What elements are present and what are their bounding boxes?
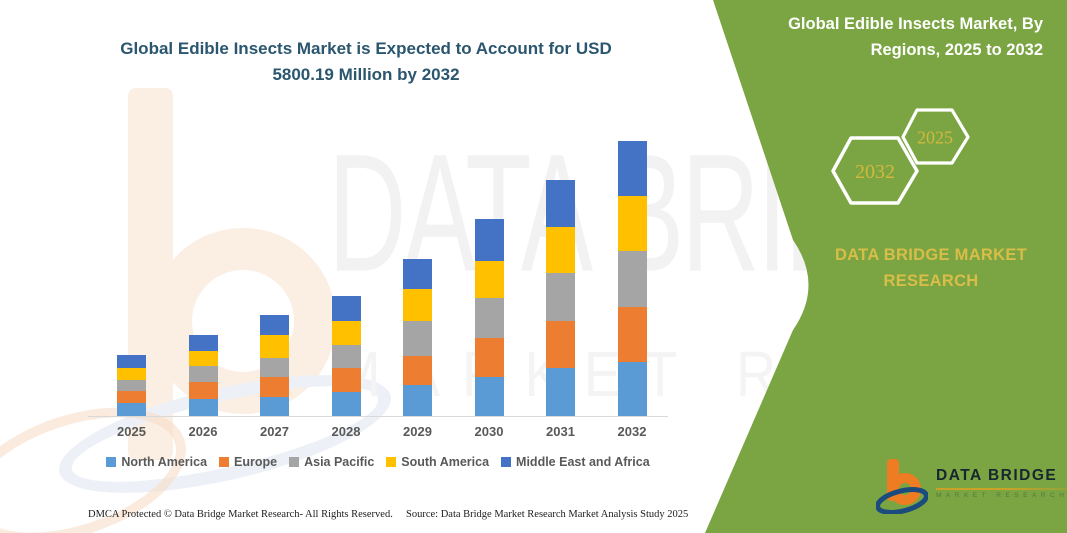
legend-label-south-america: South America [401,455,490,469]
legend-item-europe: Europe [219,455,277,469]
x-axis-label-2030: 2030 [474,424,504,439]
bar-segment-europe [331,368,361,393]
footer-dmca-text: DMCA Protected © Data Bridge Market Rese… [88,509,393,520]
legend-label-asia-pacific: Asia Pacific [304,455,375,469]
bar-segment-europe [403,355,432,385]
chart-title-line2: 5800.19 Million by 2032 [272,64,460,84]
bar-segment-north-america [331,392,361,416]
chart-title-line1: Global Edible Insects Market is Expected… [120,39,612,58]
x-axis-label-2027: 2027 [260,424,289,439]
x-axis-label-2029: 2029 [403,424,432,439]
x-axis-label-2026: 2026 [188,424,218,439]
bar-segment-europe [617,307,647,362]
bar-2032 [617,141,647,416]
bar-segment-middle-east-and-africa [403,259,432,289]
bar-segment-middle-east-and-africa [474,218,504,261]
bar-segment-north-america [617,362,647,416]
x-axis-label-2028: 2028 [331,424,361,439]
legend-swatch-asia-pacific [289,457,300,467]
bar-2030 [474,218,504,416]
bar-segment-south-america [188,351,218,366]
legend-item-asia-pacific: Asia Pacific [289,455,374,469]
bar-segment-europe [546,321,575,369]
x-axis-label-2031: 2031 [546,424,575,439]
bar-segment-middle-east-and-africa [546,180,575,228]
bar-segment-asia-pacific [474,297,504,338]
legend-swatch-europe [219,457,230,467]
legend-swatch-middle-east-and-africa [501,457,512,467]
bar-segment-north-america [546,368,575,416]
legend-label-middle-east-and-africa: Middle East and Africa [516,455,650,469]
legend-swatch-south-america [386,457,397,467]
bar-segment-south-america [474,260,504,298]
bar-2028 [331,296,361,416]
bar-segment-europe [474,337,504,377]
bar-segment-middle-east-and-africa [331,296,361,322]
bar-segment-south-america [546,227,575,274]
bar-segment-south-america [617,196,647,252]
legend-item-middle-east-and-africa: Middle East and Africa [501,455,650,469]
x-axis-label-2032: 2032 [617,424,647,439]
footer-source-text: Source: Data Bridge Market Research Mark… [406,509,689,520]
bar-segment-south-america [403,289,432,321]
x-axis-labels: 2025 2026 2027 2028 2029 2030 2031 2032 [88,424,668,442]
chart-title: Global Edible Insects Market is Expected… [90,36,642,87]
bar-2031 [546,180,575,416]
bar-segment-asia-pacific [617,251,647,308]
bar-segment-north-america [403,385,432,416]
bar-segment-south-america [260,335,289,358]
legend-item-south-america: South America [386,455,489,469]
bar-segment-asia-pacific [403,321,432,356]
bar-segment-south-america [331,321,361,346]
bar-segment-middle-east-and-africa [188,335,218,352]
bar-segment-asia-pacific [546,273,575,322]
legend-label-europe: Europe [234,455,278,469]
bar-2029 [403,259,432,416]
bar-segment-asia-pacific [331,345,361,369]
legend-swatch-north-america [106,457,117,467]
bar-segment-middle-east-and-africa [260,315,289,336]
bar-segment-middle-east-and-africa [617,141,647,197]
bar-segment-north-america [474,376,504,416]
